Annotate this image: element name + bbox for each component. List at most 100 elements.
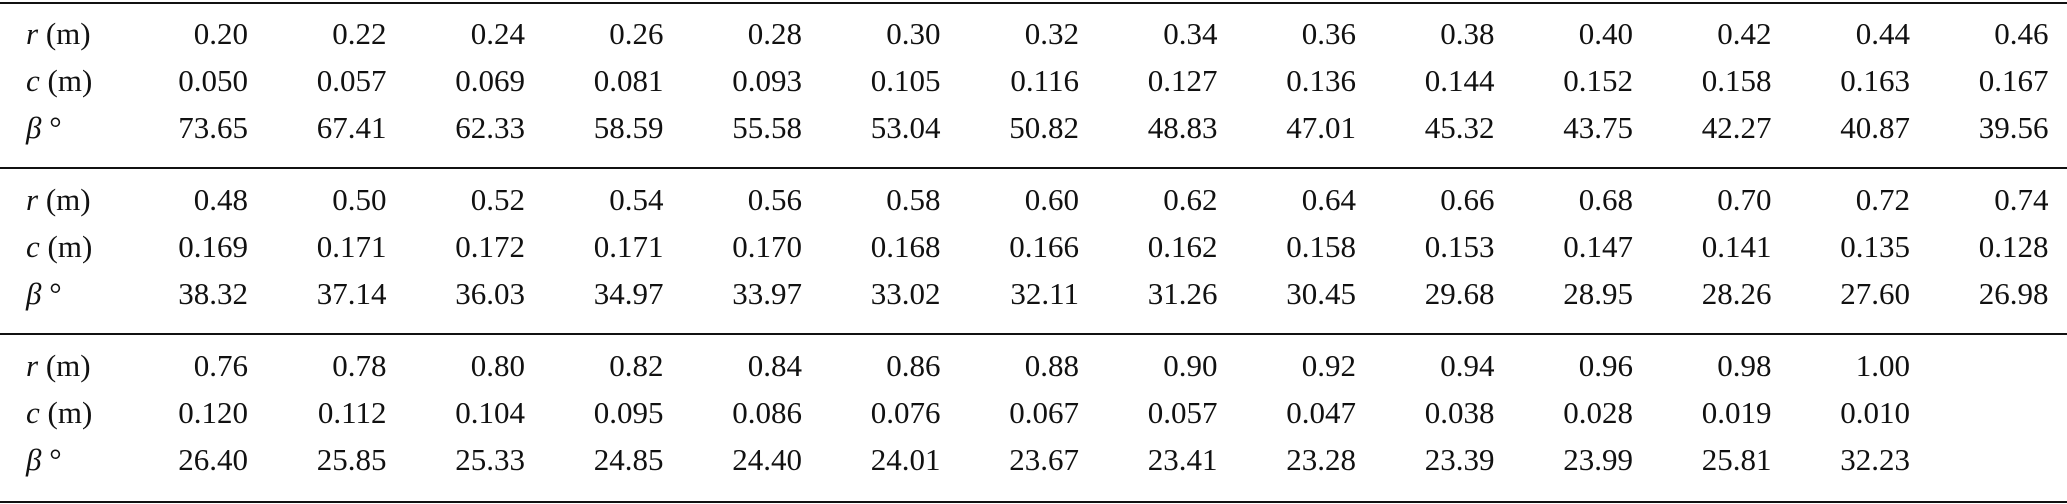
value-cell: 0.028: [1563, 395, 1633, 430]
value-cell: 0.44: [1855, 16, 1910, 51]
value-cell: 33.97: [732, 276, 802, 311]
value-cell: 0.42: [1717, 16, 1772, 51]
value-cell: 0.58: [886, 182, 941, 217]
value-cell: 0.20: [193, 16, 248, 51]
label-unit: (m): [45, 16, 91, 51]
value-cell: 0.98: [1717, 348, 1772, 383]
value-cell: 30.45: [1286, 276, 1356, 311]
row-label: β °: [26, 110, 62, 146]
value-cell: 39.56: [1978, 110, 2049, 145]
value-cell: 0.069: [455, 63, 525, 98]
value-cell: 0.167: [1978, 63, 2049, 98]
value-cell: 0.170: [732, 229, 802, 264]
value-cell: 0.82: [609, 348, 664, 383]
value-cell: 1.00: [1855, 348, 1910, 383]
value-cell: 0.94: [1440, 348, 1495, 383]
value-cell: 42.27: [1701, 110, 1772, 145]
value-cell: 0.081: [593, 63, 664, 98]
value-cell: 0.26: [609, 16, 664, 51]
label-symbol: r: [26, 348, 39, 383]
label-unit: °: [49, 442, 62, 477]
value-cell: 0.70: [1717, 182, 1772, 217]
value-cell: 23.67: [1009, 442, 1079, 477]
value-cell: 0.112: [317, 395, 387, 430]
label-unit: (m): [47, 63, 93, 98]
value-cell: 0.171: [316, 229, 387, 264]
value-cell: 0.144: [1424, 63, 1495, 98]
value-cell: 0.093: [732, 63, 802, 98]
value-cell: 0.172: [455, 229, 525, 264]
label-unit: °: [49, 110, 62, 145]
value-cell: 0.158: [1286, 229, 1356, 264]
value-cell: 0.22: [332, 16, 387, 51]
row-label: r (m): [26, 348, 91, 384]
table-rule: [0, 2, 2067, 4]
value-cell: 0.141: [1701, 229, 1772, 264]
value-cell: 43.75: [1563, 110, 1633, 145]
value-cell: 0.158: [1701, 63, 1772, 98]
value-cell: 0.162: [1147, 229, 1218, 264]
value-cell: 0.136: [1286, 63, 1356, 98]
value-cell: 0.047: [1286, 395, 1356, 430]
value-cell: 40.87: [1840, 110, 1910, 145]
value-cell: 36.03: [455, 276, 525, 311]
value-cell: 0.62: [1163, 182, 1218, 217]
value-cell: 0.050: [178, 63, 248, 98]
row-label: β °: [26, 276, 62, 312]
value-cell: 0.52: [470, 182, 525, 217]
value-cell: 0.50: [332, 182, 387, 217]
value-cell: 0.54: [609, 182, 664, 217]
row-label: c (m): [26, 395, 92, 431]
value-cell: 33.02: [870, 276, 941, 311]
value-cell: 0.78: [332, 348, 387, 383]
value-cell: 58.59: [593, 110, 664, 145]
value-cell: 0.80: [470, 348, 525, 383]
value-cell: 0.92: [1301, 348, 1356, 383]
table-rule: [0, 333, 2067, 335]
value-cell: 62.33: [455, 110, 525, 145]
value-cell: 26.98: [1978, 276, 2049, 311]
value-cell: 0.019: [1701, 395, 1772, 430]
value-cell: 0.48: [193, 182, 248, 217]
label-symbol: r: [26, 16, 39, 51]
label-unit: (m): [45, 348, 91, 383]
value-cell: 0.56: [747, 182, 802, 217]
value-cell: 0.152: [1563, 63, 1633, 98]
value-cell: 0.105: [870, 63, 941, 98]
row-label: r (m): [26, 182, 91, 218]
value-cell: 0.38: [1440, 16, 1495, 51]
value-cell: 37.14: [316, 276, 387, 311]
value-cell: 0.90: [1163, 348, 1218, 383]
value-cell: 0.28: [747, 16, 802, 51]
label-symbol: c: [26, 395, 40, 430]
value-cell: 31.26: [1147, 276, 1218, 311]
value-cell: 0.68: [1578, 182, 1633, 217]
value-cell: 0.86: [886, 348, 941, 383]
value-cell: 38.32: [178, 276, 248, 311]
value-cell: 25.33: [455, 442, 525, 477]
value-cell: 23.99: [1563, 442, 1633, 477]
value-cell: 0.76: [193, 348, 248, 383]
value-cell: 0.24: [470, 16, 525, 51]
value-cell: 73.65: [178, 110, 248, 145]
value-cell: 24.01: [870, 442, 941, 477]
row-label: c (m): [26, 63, 92, 99]
value-cell: 29.68: [1424, 276, 1495, 311]
value-cell: 0.086: [732, 395, 802, 430]
value-cell: 0.171: [593, 229, 664, 264]
label-symbol: β: [26, 442, 42, 477]
label-symbol: β: [26, 110, 42, 145]
row-label: β °: [26, 442, 62, 478]
value-cell: 0.095: [593, 395, 664, 430]
label-symbol: r: [26, 182, 39, 217]
value-cell: 0.30: [886, 16, 941, 51]
value-cell: 23.41: [1147, 442, 1218, 477]
value-cell: 0.163: [1840, 63, 1910, 98]
value-cell: 0.72: [1855, 182, 1910, 217]
table-rule: [0, 167, 2067, 169]
value-cell: 23.39: [1424, 442, 1495, 477]
value-cell: 53.04: [870, 110, 941, 145]
value-cell: 0.34: [1163, 16, 1218, 51]
value-cell: 26.40: [178, 442, 248, 477]
